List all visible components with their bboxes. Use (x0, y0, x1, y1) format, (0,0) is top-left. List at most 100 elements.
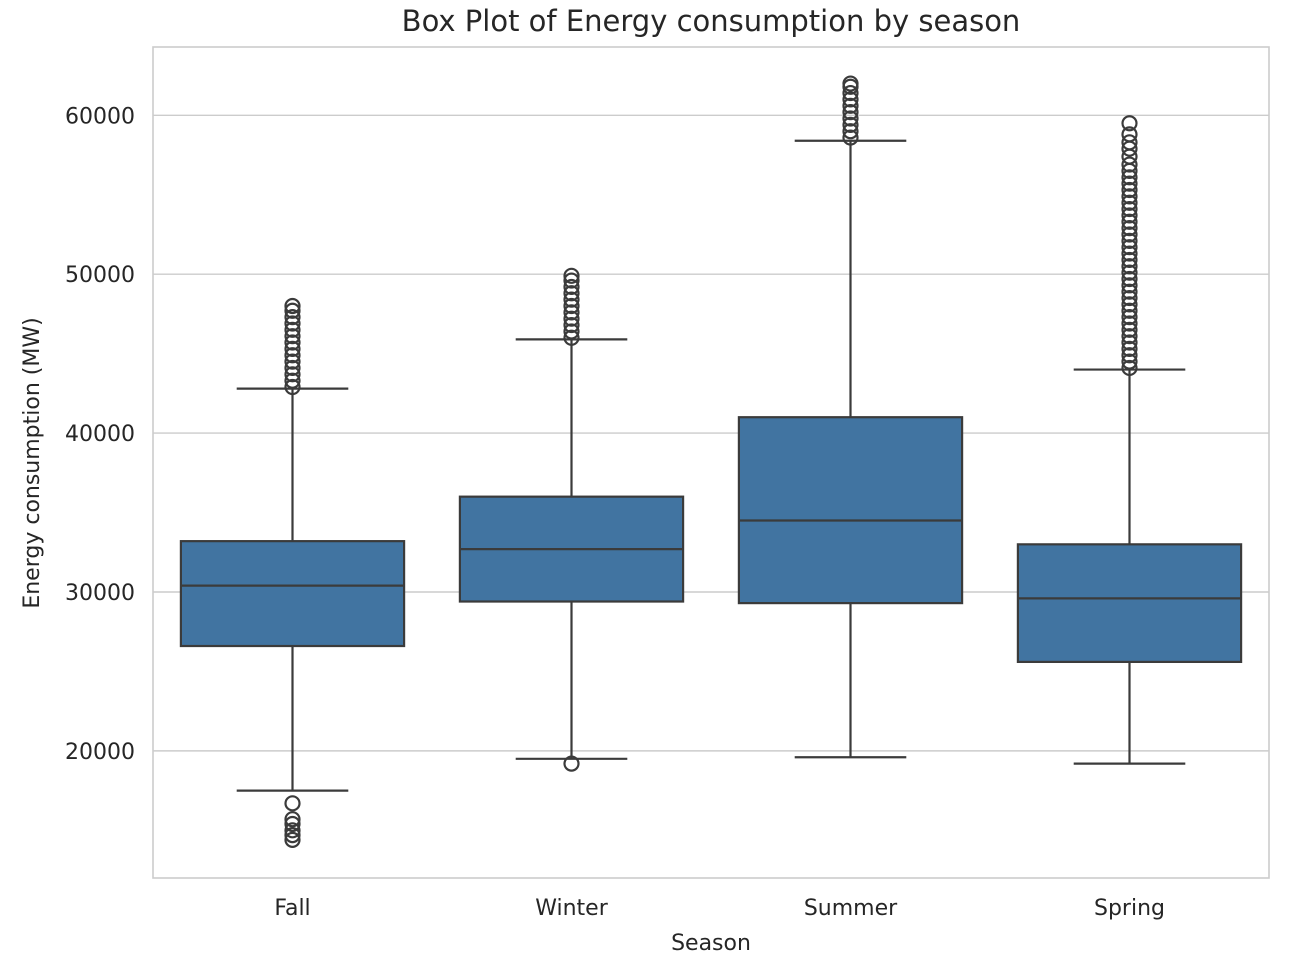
outlier-point (284, 321, 301, 338)
x-tick-label: Spring (1094, 896, 1165, 921)
outlier-point (284, 359, 301, 377)
outlier-point (1121, 353, 1138, 370)
outlier-point (563, 316, 580, 334)
y-axis-label: Energy consumption (MW) (20, 317, 45, 608)
outlier-point (1121, 175, 1138, 192)
outlier-point (1121, 239, 1138, 256)
chart-title: Box Plot of Energy consumption by season (402, 4, 1021, 38)
outlier-point (1121, 188, 1138, 205)
outlier-point (563, 291, 580, 308)
y-tick-label: 40000 (65, 422, 135, 447)
outlier-point (563, 304, 580, 321)
outlier-point (842, 97, 859, 114)
outlier-point (563, 755, 580, 772)
outlier-point (284, 297, 301, 315)
outlier-point (284, 302, 301, 319)
outlier-point (1121, 270, 1138, 288)
outlier-point (284, 822, 301, 839)
y-tick-label: 30000 (65, 581, 135, 606)
outlier-point (1121, 181, 1138, 199)
outlier-point (1121, 134, 1138, 151)
outlier-point (1121, 220, 1138, 237)
outlier-point (284, 815, 301, 833)
outlier-point (1121, 245, 1138, 262)
outlier-point (842, 104, 859, 121)
outlier-point (1121, 251, 1138, 269)
x-axis-label: Season (671, 931, 751, 956)
outlier-point (1121, 115, 1138, 132)
outlier-point (1121, 207, 1138, 224)
outlier-point (1121, 232, 1138, 249)
outlier-point (284, 831, 301, 848)
x-tick-label: Fall (274, 896, 310, 921)
outlier-point (563, 272, 580, 289)
outlier-point (1121, 321, 1138, 338)
outlier-point (1121, 169, 1138, 186)
iqr-box (1016, 543, 1243, 664)
outlier-point (842, 123, 859, 140)
outlier-point (1121, 126, 1138, 143)
outlier-point (284, 378, 301, 396)
outlier-point (563, 323, 580, 340)
x-tick-label: Summer (804, 896, 898, 921)
outlier-point (284, 340, 301, 357)
y-tick-labels: 20000 30000 40000 50000 60000 (65, 104, 135, 765)
outlier-point (563, 329, 580, 346)
outlier-point (563, 278, 580, 296)
box-summer (737, 75, 964, 759)
outlier-point (842, 110, 859, 127)
outlier-point (284, 811, 301, 828)
outlier-point (1121, 309, 1138, 326)
outlier-point (1121, 296, 1138, 313)
outlier-point (842, 91, 859, 108)
outlier-point (1121, 277, 1138, 294)
outlier-point (842, 116, 859, 133)
outlier-point (563, 310, 580, 327)
outlier-point (284, 334, 301, 351)
outlier-point (284, 353, 301, 370)
x-tick-label: Winter (535, 896, 608, 921)
outlier-point (1121, 334, 1138, 351)
outlier-point (1121, 340, 1138, 357)
y-tick-label: 60000 (65, 104, 135, 129)
boxes (179, 75, 1243, 848)
outlier-point (1121, 283, 1138, 300)
outlier-point (284, 366, 301, 383)
plot-frame (152, 46, 1270, 879)
outlier-point (563, 285, 580, 302)
outlier-point (1121, 315, 1138, 332)
outlier-point (1121, 289, 1138, 307)
box-winter (458, 267, 685, 772)
outlier-point (284, 328, 301, 345)
y-tick-label: 20000 (65, 740, 135, 765)
iqr-box (737, 416, 964, 605)
outlier-point (1121, 194, 1138, 211)
outlier-point (1121, 347, 1138, 364)
outlier-point (842, 75, 859, 92)
iqr-box (179, 540, 406, 648)
outlier-point (563, 267, 580, 284)
outlier-point (1121, 328, 1138, 345)
outlier-point (842, 84, 859, 102)
outlier-point (842, 129, 859, 146)
outlier-point (1121, 213, 1138, 230)
y-tick-label: 50000 (65, 263, 135, 288)
box-spring (1016, 115, 1243, 765)
outlier-point (1121, 264, 1138, 281)
box-fall (179, 297, 406, 848)
outlier-point (1121, 258, 1138, 275)
x-tick-labels: Fall Winter Summer Spring (274, 896, 1165, 921)
outlier-point (1121, 302, 1138, 319)
outlier-point (284, 315, 301, 332)
outlier-point (284, 795, 301, 812)
outlier-point (284, 309, 301, 326)
outlier-point (1121, 359, 1138, 377)
outlier-point (284, 826, 301, 844)
outlier-point (1121, 226, 1138, 243)
outlier-point (1121, 200, 1138, 218)
outlier-point (284, 347, 301, 364)
outlier-point (1121, 156, 1138, 173)
outlier-point (284, 372, 301, 389)
outlier-point (563, 297, 580, 315)
